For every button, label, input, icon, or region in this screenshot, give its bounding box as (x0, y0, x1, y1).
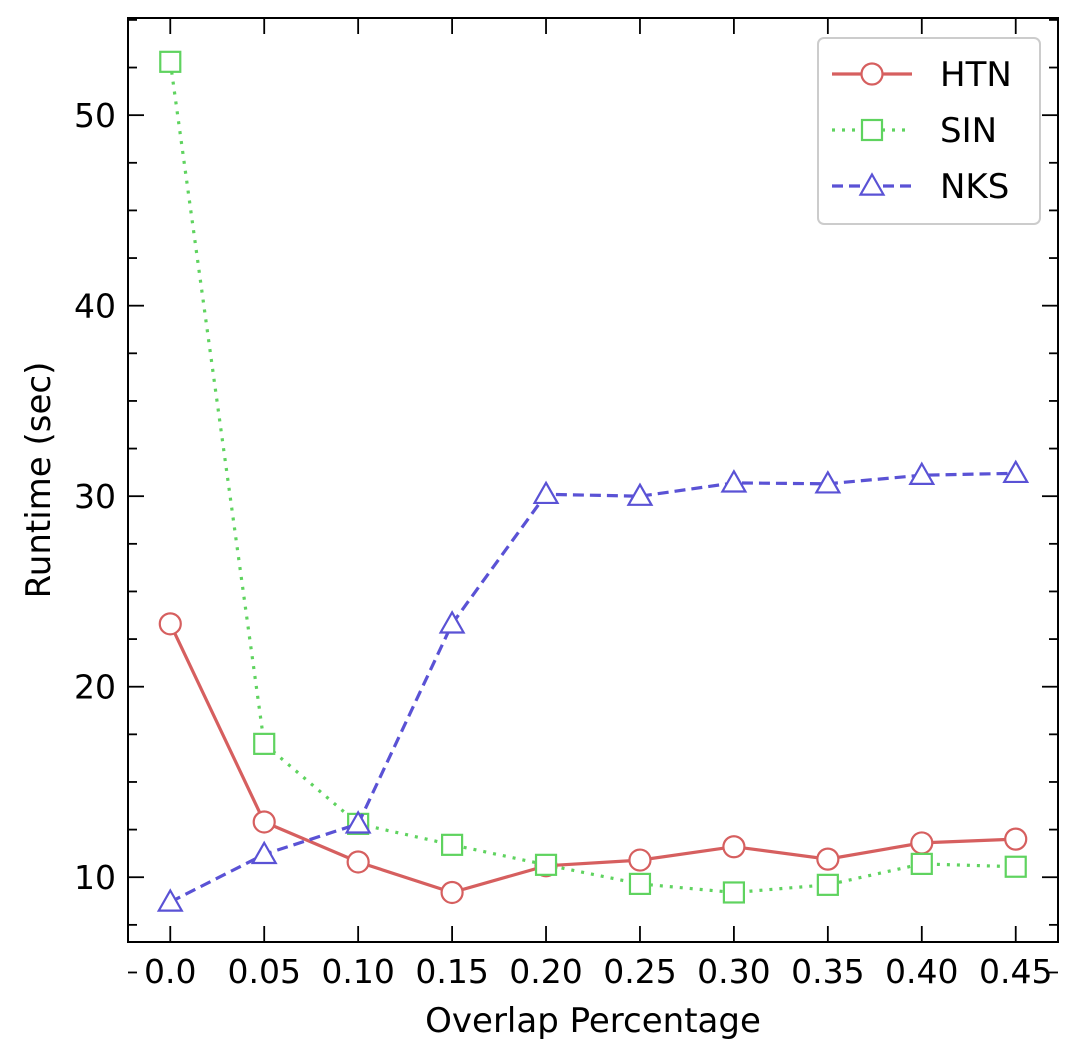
x-tick-label: 0.45 (979, 952, 1052, 991)
data-point-sin (534, 853, 558, 876)
data-point-nks (1002, 459, 1030, 484)
data-point-sin (628, 872, 652, 895)
data-point-sin (816, 873, 839, 896)
data-point-sin (253, 732, 276, 755)
data-point-htn (346, 850, 370, 874)
x-tick-label: 0.0 (144, 952, 196, 991)
data-point-nks (626, 482, 654, 506)
data-point-htn (910, 831, 934, 855)
y-tick-label: 50 (74, 96, 116, 135)
x-tick-label: 0.05 (227, 952, 300, 991)
y-tick-label: 20 (74, 668, 116, 707)
x-tick-label: 0.30 (697, 952, 770, 991)
legend: HTN SIN NKS (817, 37, 1041, 225)
axis-tick-labels: 0.0 0.05 0.10 0.15 0.20 0.25 0.30 0.35 0.40 0.45 1… (74, 96, 1052, 991)
y-tick-label: 30 (74, 477, 116, 516)
data-point-htn (1004, 827, 1028, 851)
legend-marker-sin (860, 118, 884, 142)
data-point-nks (532, 480, 560, 505)
data-point-sin (1004, 855, 1027, 878)
x-tick-label: 0.40 (885, 952, 958, 991)
x-tick-label: 0.25 (603, 952, 676, 991)
legend-marker-htn (860, 62, 884, 86)
axis-ticks (128, 18, 1058, 974)
data-point-htn (722, 835, 746, 859)
series-line-nks (169, 471, 1016, 904)
y-tick-label: 40 (74, 287, 116, 326)
series-htn (158, 612, 1028, 905)
data-point-nks (438, 610, 466, 634)
data-point-htn (158, 612, 182, 636)
data-point-sin (722, 881, 746, 904)
data-point-sin (910, 852, 933, 875)
plot-area-frame (127, 17, 1059, 943)
series-nks (156, 459, 1030, 912)
legend-marker-nks (858, 172, 886, 196)
series-layer (156, 50, 1030, 912)
data-point-sin (159, 50, 182, 73)
data-point-htn (440, 880, 464, 905)
data-point-nks (908, 461, 936, 485)
x-tick-label: 0.15 (415, 952, 488, 991)
x-tick-label: 0.35 (791, 952, 864, 991)
series-line-htn (168, 623, 1016, 895)
data-point-nks (720, 469, 748, 493)
x-tick-label: 0.20 (509, 952, 582, 991)
data-point-htn (628, 848, 652, 872)
legend-label-sin: SIN (940, 111, 997, 151)
data-point-htn (816, 847, 840, 871)
series-line-sin (168, 61, 1016, 895)
data-point-sin (440, 833, 464, 856)
data-point-nks (814, 470, 842, 494)
x-axis-label: Overlap Percentage (425, 1001, 761, 1041)
data-point-nks (344, 810, 372, 834)
data-point-nks (156, 888, 184, 912)
data-point-nks (250, 840, 278, 865)
legend-label-htn: HTN (940, 55, 1012, 95)
y-tick-label: 10 (74, 858, 116, 897)
y-axis-label: Runtime (sec) (19, 362, 59, 599)
data-point-htn (252, 810, 276, 834)
x-tick-label: 0.10 (321, 952, 394, 991)
legend-label-nks: NKS (940, 167, 1009, 207)
